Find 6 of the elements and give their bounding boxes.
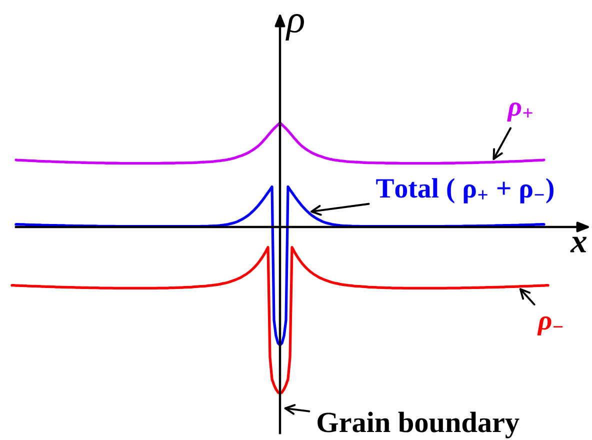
series-label: Total ( ρ$_{+}$ + ρ$_{−}$): [376, 178, 554, 204]
series-label: ρ$_{+}$: [507, 102, 532, 122]
series-label: ρ$_{−}$: [537, 316, 563, 336]
y-axis-title: ρ: [286, 14, 304, 41]
text: Grain boundary: [318, 412, 520, 438]
x-axis-title: x: [570, 236, 586, 252]
